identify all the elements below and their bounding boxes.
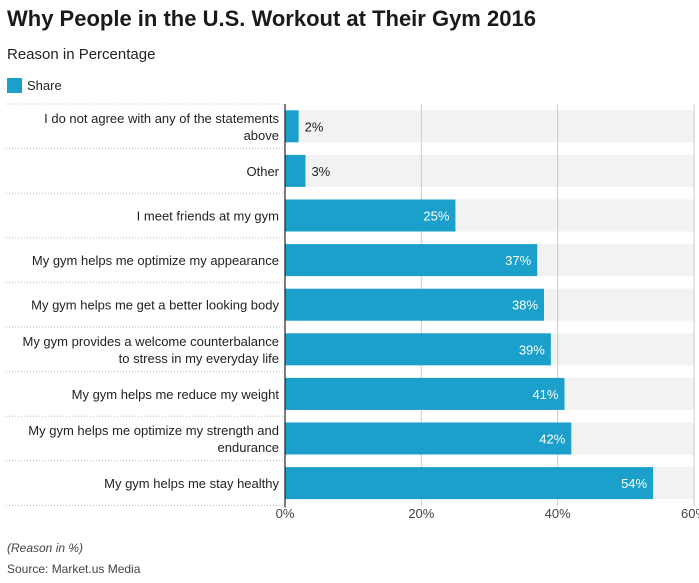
- bar-track: [285, 110, 694, 143]
- category-label: I do not agree with any of the statement…: [44, 111, 279, 126]
- category-label: Other: [246, 164, 279, 179]
- bar-track: [285, 154, 694, 187]
- x-tick-label: 20%: [408, 506, 434, 521]
- data-label: 25%: [423, 209, 449, 224]
- bar: [285, 333, 551, 366]
- category-label: above: [244, 128, 279, 143]
- category-label: My gym helps me stay healthy: [104, 476, 279, 491]
- category-label: My gym helps me optimize my strength and: [28, 423, 279, 438]
- chart-subtitle: Reason in Percentage: [7, 46, 156, 63]
- legend-label: Share: [27, 78, 62, 93]
- x-tick-label: 40%: [545, 506, 571, 521]
- data-label: 41%: [532, 387, 558, 402]
- category-label: endurance: [218, 440, 279, 455]
- chart-source: Source: Market.us Media: [7, 562, 141, 576]
- bar: [285, 244, 538, 277]
- chart-note: (Reason in %): [7, 541, 84, 555]
- category-label: My gym helps me reduce my weight: [72, 387, 280, 402]
- legend: Share: [7, 78, 62, 93]
- legend-swatch: [7, 78, 22, 93]
- bar: [285, 422, 572, 455]
- data-label: 39%: [519, 342, 545, 357]
- bar: [285, 288, 545, 321]
- chart-title: Why People in the U.S. Workout at Their …: [7, 6, 536, 31]
- x-tick-label: 60%: [681, 506, 699, 521]
- data-label: 3%: [311, 164, 330, 179]
- category-label: My gym provides a welcome counterbalance: [22, 334, 279, 349]
- data-label: 38%: [512, 298, 538, 313]
- bar: [285, 467, 654, 500]
- x-tick-label: 0%: [276, 506, 295, 521]
- bar: [285, 110, 299, 143]
- data-label: 54%: [621, 476, 647, 491]
- bar: [285, 199, 456, 232]
- data-label: 42%: [539, 432, 565, 447]
- category-label: My gym helps me get a better looking bod…: [31, 298, 279, 313]
- category-label: to stress in my everyday life: [119, 351, 279, 366]
- bar-chart: 2% I do not agree with any of the stateme…: [6, 103, 699, 521]
- data-label: 2%: [305, 119, 324, 134]
- bar: [285, 377, 565, 410]
- category-label: My gym helps me optimize my appearance: [32, 253, 279, 268]
- category-label: I meet friends at my gym: [137, 209, 279, 224]
- bar: [285, 154, 306, 187]
- data-label: 37%: [505, 253, 531, 268]
